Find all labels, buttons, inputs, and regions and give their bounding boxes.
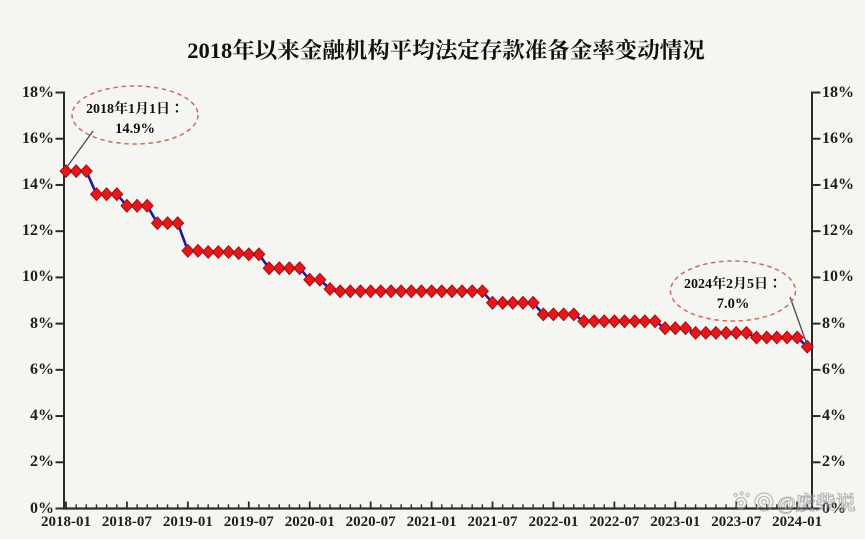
watermark-text: @废柴说 xyxy=(777,487,857,516)
annotation-2018-ellipse xyxy=(71,85,199,145)
x-axis-label-2023-07: 2023-07 xyxy=(711,514,762,530)
x-axis-label-2022-07: 2022-07 xyxy=(589,514,640,530)
annotation-2024-ellipse xyxy=(669,260,797,322)
y-axis-label-left-4: 4% xyxy=(30,407,54,425)
y-axis-label-right-14: 14% xyxy=(822,175,854,193)
annotation-2024-value: 7.0% xyxy=(716,292,750,313)
x-axis-label-2020-01: 2020-01 xyxy=(284,514,335,530)
y-axis-label-right-2: 2% xyxy=(822,453,846,471)
y-axis-label-right-16: 16% xyxy=(822,129,854,147)
series-markers xyxy=(59,164,814,354)
annotation-2018-leader-line xyxy=(65,130,94,168)
x-axis-label-2021-07: 2021-07 xyxy=(467,514,518,530)
annotation-2018-date: 2018年1月1日： xyxy=(86,98,184,118)
y-axis-label-left-12: 12% xyxy=(22,222,54,240)
annotation-2024-leader-line xyxy=(789,296,807,343)
annotation-2018-value: 14.9% xyxy=(115,117,155,138)
x-axis-label-2023-01: 2023-01 xyxy=(650,514,701,530)
y-axis-label-right-6: 6% xyxy=(822,360,846,378)
annotation-2018: 2018年1月1日： 14.9% xyxy=(72,98,198,138)
x-axis-label-2019-07: 2019-07 xyxy=(223,514,274,530)
y-axis-label-right-8: 8% xyxy=(822,314,846,332)
x-axis-label-2018-01: 2018-01 xyxy=(41,514,91,530)
y-axis-label-left-18: 18% xyxy=(22,83,54,101)
y-axis-label-left-2: 2% xyxy=(30,453,54,471)
y-axis-label-left-16: 16% xyxy=(22,129,54,147)
x-axis-label-2022-01: 2022-01 xyxy=(528,514,579,530)
y-axis-label-right-0: 0% xyxy=(822,499,846,517)
y-axis-label-right-18: 18% xyxy=(822,83,854,101)
x-axis-label-2021-01: 2021-01 xyxy=(406,514,457,530)
y-axis-label-left-6: 6% xyxy=(30,360,54,378)
series-line xyxy=(66,169,809,348)
watermark: @废柴说 xyxy=(733,487,857,516)
y-axis-label-left-14: 14% xyxy=(22,175,54,193)
y-axis-label-left-8: 8% xyxy=(30,314,54,332)
x-axis-label-2024-01: 2024-01 xyxy=(772,514,823,530)
x-axis-label-2018-07: 2018-07 xyxy=(101,514,152,530)
annotation-2024: 2024年2月5日： 7.0% xyxy=(670,273,796,313)
x-axis-label-2020-07: 2020-07 xyxy=(345,514,396,530)
y-axis-label-left-0: 0% xyxy=(30,499,54,517)
y-axis-label-right-12: 12% xyxy=(822,222,854,240)
y-axis-label-right-10: 10% xyxy=(822,268,854,286)
y-axis-label-right-4: 4% xyxy=(822,407,846,425)
y-axis-label-left-10: 10% xyxy=(22,268,54,286)
watermark-logo-icon xyxy=(733,491,774,512)
x-axis-label-2019-01: 2019-01 xyxy=(162,514,213,530)
chart-title: 2018年以来金融机构平均法定存款准备金率变动情况 xyxy=(187,33,705,65)
annotation-2024-date: 2024年2月5日： xyxy=(684,273,782,293)
